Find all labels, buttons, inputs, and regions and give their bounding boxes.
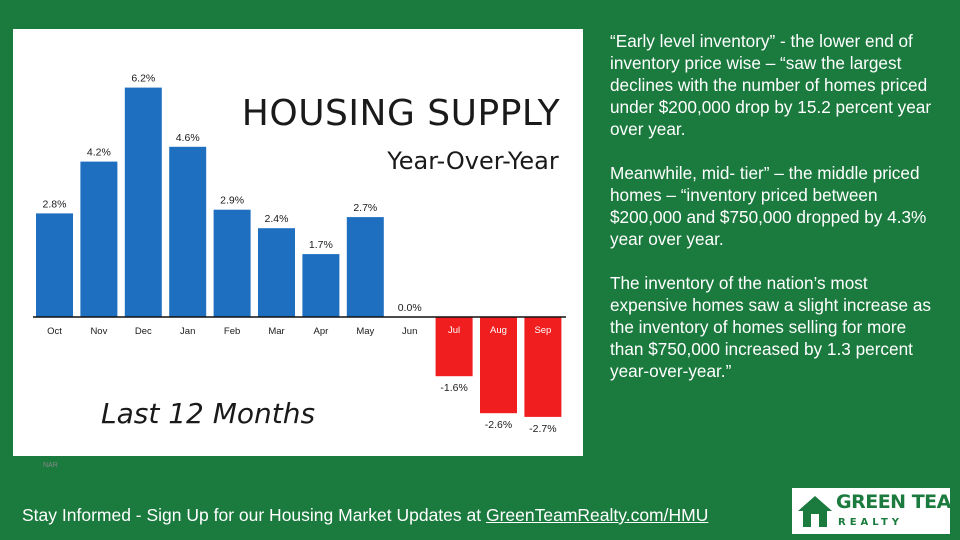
tick-label-jan: Jan bbox=[180, 326, 195, 337]
tick-label-jul: Jul bbox=[448, 325, 460, 336]
data-label-nov: 4.2% bbox=[87, 147, 111, 159]
tick-label-oct: Oct bbox=[47, 326, 62, 337]
data-label-aug: -2.6% bbox=[485, 419, 512, 431]
bar-oct bbox=[36, 213, 73, 317]
data-label-mar: 2.4% bbox=[265, 213, 289, 225]
bar-mar bbox=[258, 228, 295, 317]
data-label-dec: 6.2% bbox=[131, 73, 155, 85]
bar-jan bbox=[169, 146, 207, 317]
bar-jul bbox=[435, 317, 473, 377]
data-label-may: 2.7% bbox=[353, 202, 377, 214]
chart-source: NAR bbox=[43, 462, 58, 469]
green-team-realty-logo: GREEN TEAM REALTY bbox=[792, 488, 960, 534]
data-label-jan: 4.6% bbox=[176, 132, 200, 144]
tick-label-nov: Nov bbox=[90, 326, 107, 337]
bar-may bbox=[346, 217, 384, 317]
bar-sep bbox=[524, 317, 562, 417]
tick-label-jun: Jun bbox=[402, 326, 417, 337]
bar-feb bbox=[213, 209, 251, 317]
tick-label-sep: Sep bbox=[534, 325, 551, 336]
tick-label-aug: Aug bbox=[490, 325, 507, 336]
data-label-apr: 1.7% bbox=[309, 239, 333, 251]
housing-supply-chart: 2.8% Oct 4.2% Nov 6.2% Dec 4.6% Jan 2.9% Feb 2.4% M… bbox=[13, 29, 583, 469]
data-label-feb: 2.9% bbox=[220, 195, 244, 207]
commentary-text: “Early level inventory” - the lower end … bbox=[610, 30, 940, 404]
logo-name: GREEN TEAM bbox=[836, 491, 960, 513]
commentary-paragraph-1: “Early level inventory” - the lower end … bbox=[610, 31, 932, 139]
chart-period-label: Last 12 Months bbox=[101, 397, 316, 430]
footer-signup: Stay Informed - Sign Up for our Housing … bbox=[22, 505, 708, 526]
bar-apr bbox=[302, 254, 340, 317]
data-label-oct: 2.8% bbox=[43, 198, 67, 210]
chart-title: HOUSING SUPPLY bbox=[241, 93, 561, 134]
bar-dec bbox=[124, 87, 162, 317]
chart-plot: 2.8% Oct 4.2% Nov 6.2% Dec 4.6% Jan 2.9% Feb 2.4% M… bbox=[33, 73, 566, 435]
data-label-jul: -1.6% bbox=[440, 382, 467, 394]
tick-label-dec: Dec bbox=[135, 326, 152, 337]
footer-signup-text: Stay Informed - Sign Up for our Housing … bbox=[22, 505, 486, 525]
chart-subtitle: Year-Over-Year bbox=[387, 147, 559, 175]
logo-subtitle: REALTY bbox=[838, 517, 904, 528]
commentary-paragraph-3: The inventory of the nation’s most expen… bbox=[610, 273, 931, 381]
tick-label-feb: Feb bbox=[224, 326, 240, 337]
tick-label-apr: Apr bbox=[314, 326, 329, 337]
signup-link[interactable]: GreenTeamRealty.com/HMU bbox=[485, 505, 709, 525]
bar-aug bbox=[480, 317, 517, 414]
tick-label-mar: Mar bbox=[268, 326, 284, 337]
data-label-sep: -2.7% bbox=[529, 423, 556, 435]
data-label-jun: 0.0% bbox=[398, 302, 422, 314]
house-icon bbox=[798, 496, 832, 527]
bar-nov bbox=[80, 161, 118, 317]
tick-label-may: May bbox=[356, 326, 374, 337]
commentary-paragraph-2: Meanwhile, mid- tier” – the middle price… bbox=[610, 163, 927, 249]
